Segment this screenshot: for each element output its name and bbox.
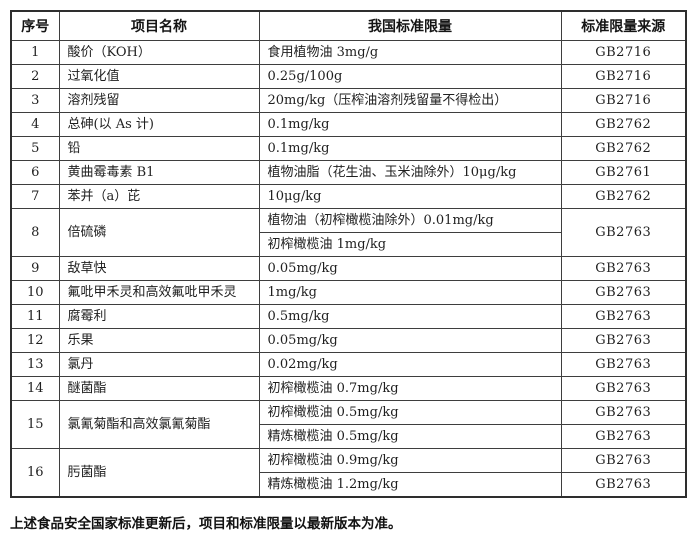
cell-item-name: 氯氰菊酯和高效氯氰菊酯 (58, 400, 260, 449)
header-col-no: 序号 (10, 10, 60, 41)
footer-note: 上述食品安全国家标准更新后，项目和标准限量以最新版本为准。 (10, 516, 402, 532)
cell-item-name: 腐霉利 (58, 304, 260, 329)
table-row: 1 酸价（KOH） 食用植物油 3mg/g GB2716 (10, 40, 687, 65)
header-row: 序号 项目名称 我国标准限量 标准限量来源 (10, 10, 687, 41)
cell-item-name: 酸价（KOH） (58, 40, 260, 65)
cell-limit: 0.5mg/kg (258, 304, 562, 329)
cell-item-name: 敌草快 (58, 256, 260, 281)
cell-no: 2 (10, 64, 60, 89)
table-row: 8 倍硫磷 植物油（初榨橄榄油除外）0.01mg/kg GB2763 (10, 208, 687, 257)
header-col-limit: 我国标准限量 (258, 10, 562, 41)
table-row: 5 铅 0.1mg/kg GB2762 (10, 136, 687, 161)
cell-item-name: 氯丹 (58, 352, 260, 377)
cell-limit: 初榨橄榄油 0.5mg/kg (258, 400, 562, 425)
cell-limit: 1mg/kg (258, 280, 562, 305)
cell-limit: 0.02mg/kg (258, 352, 562, 377)
cell-source: GB2763 (560, 328, 687, 353)
table-row: 10 氟吡甲禾灵和高效氟吡甲禾灵 1mg/kg GB2763 (10, 280, 687, 305)
cell-no: 9 (10, 256, 60, 281)
cell-no: 8 (10, 208, 60, 257)
table-row: 12 乐果 0.05mg/kg GB2763 (10, 328, 687, 353)
cell-item-name: 黄曲霉毒素 B1 (58, 160, 260, 185)
table-row: 2 过氧化值 0.25g/100g GB2716 (10, 64, 687, 89)
cell-source: GB2716 (560, 88, 687, 113)
table-row: 精炼橄榄油 0.5mg/kg GB2763 (11, 424, 687, 449)
cell-no: 13 (10, 352, 60, 377)
cell-limit: 0.1mg/kg (258, 112, 562, 137)
cell-source: GB2716 (560, 40, 687, 65)
cell-limit: 精炼橄榄油 0.5mg/kg (258, 424, 562, 449)
cell-item-name: 倍硫磷 (58, 208, 260, 257)
cell-item-name: 醚菌酯 (58, 376, 260, 401)
cell-source: GB2762 (560, 184, 687, 209)
cell-limit: 初榨橄榄油 0.7mg/kg (258, 376, 562, 401)
cell-no: 12 (10, 328, 60, 353)
cell-source: GB2716 (560, 64, 687, 89)
standards-table: 序号 项目名称 我国标准限量 标准限量来源 1 酸价（KOH） 食用植物油 3mg/… (10, 10, 687, 498)
cell-no: 7 (10, 184, 60, 209)
cell-no: 1 (10, 40, 60, 65)
cell-no: 11 (10, 304, 60, 329)
cell-limit: 0.1mg/kg (258, 136, 562, 161)
cell-item-name: 过氧化值 (58, 64, 260, 89)
cell-limit: 0.05mg/kg (258, 328, 562, 353)
table-row: 14 醚菌酯 初榨橄榄油 0.7mg/kg GB2763 (10, 376, 687, 401)
cell-source: GB2763 (560, 376, 687, 401)
table-row: 6 黄曲霉毒素 B1 植物油脂（花生油、玉米油除外）10μg/kg GB2761 (10, 160, 687, 185)
cell-item-name: 氟吡甲禾灵和高效氟吡甲禾灵 (58, 280, 260, 305)
cell-no: 16 (10, 448, 60, 498)
cell-source: GB2763 (560, 472, 687, 498)
cell-limit: 0.25g/100g (258, 64, 562, 89)
cell-limit: 植物油脂（花生油、玉米油除外）10μg/kg (258, 160, 562, 185)
table-body: 1 酸价（KOH） 食用植物油 3mg/g GB2716 2 过氧化值 0.25g/100g… (10, 40, 687, 498)
cell-limit: 20mg/kg（压榨油溶剂残留量不得检出） (258, 88, 562, 113)
cell-source: GB2763 (560, 280, 687, 305)
header-col-name: 项目名称 (58, 10, 260, 41)
cell-limit: 食用植物油 3mg/g (258, 40, 562, 65)
table-row: 4 总砷(以 As 计) 0.1mg/kg GB2762 (10, 112, 687, 137)
cell-limit: 10μg/kg (258, 184, 562, 209)
table-row: 13 氯丹 0.02mg/kg GB2763 (10, 352, 687, 377)
cell-source: GB2763 (560, 424, 687, 449)
cell-limit: 初榨橄榄油 1mg/kg (258, 232, 562, 257)
header-col-source: 标准限量来源 (560, 10, 687, 41)
cell-source: GB2762 (560, 136, 687, 161)
cell-source: GB2763 (560, 400, 687, 425)
cell-source: GB2763 (560, 208, 687, 257)
cell-item-name: 铅 (58, 136, 260, 161)
cell-source: GB2763 (560, 352, 687, 377)
cell-item-name: 乐果 (58, 328, 260, 353)
cell-no: 14 (10, 376, 60, 401)
cell-no: 15 (10, 400, 60, 449)
cell-limit: 植物油（初榨橄榄油除外）0.01mg/kg (258, 208, 562, 233)
table-row: 初榨橄榄油 1mg/kg (11, 232, 686, 257)
table-row: 9 敌草快 0.05mg/kg GB2763 (10, 256, 687, 281)
cell-no: 4 (10, 112, 60, 137)
cell-source: GB2763 (560, 256, 687, 281)
cell-no: 5 (10, 136, 60, 161)
table-header: 序号 项目名称 我国标准限量 标准限量来源 (10, 10, 687, 41)
cell-source: GB2761 (560, 160, 687, 185)
table-row: 精炼橄榄油 1.2mg/kg GB2763 (11, 472, 687, 498)
table-row: 11 腐霉利 0.5mg/kg GB2763 (10, 304, 687, 329)
cell-no: 6 (10, 160, 60, 185)
cell-item-name: 肟菌酯 (58, 448, 260, 498)
cell-source: GB2763 (560, 448, 687, 473)
table-row: 15 氯氰菊酯和高效氯氰菊酯 初榨橄榄油 0.5mg/kg GB2763 (10, 400, 687, 449)
cell-limit: 精炼橄榄油 1.2mg/kg (258, 472, 562, 498)
table-row: 16 肟菌酯 初榨橄榄油 0.9mg/kg GB2763 (10, 448, 687, 498)
table-row: 3 溶剂残留 20mg/kg（压榨油溶剂残留量不得检出） GB2716 (10, 88, 687, 113)
cell-no: 3 (10, 88, 60, 113)
cell-item-name: 溶剂残留 (58, 88, 260, 113)
cell-limit: 初榨橄榄油 0.9mg/kg (258, 448, 562, 473)
cell-no: 10 (10, 280, 60, 305)
cell-limit: 0.05mg/kg (258, 256, 562, 281)
cell-source: GB2762 (560, 112, 687, 137)
cell-source: GB2763 (560, 304, 687, 329)
cell-item-name: 总砷(以 As 计) (58, 112, 260, 137)
table-row: 7 苯并（a）芘 10μg/kg GB2762 (10, 184, 687, 209)
cell-item-name: 苯并（a）芘 (58, 184, 260, 209)
